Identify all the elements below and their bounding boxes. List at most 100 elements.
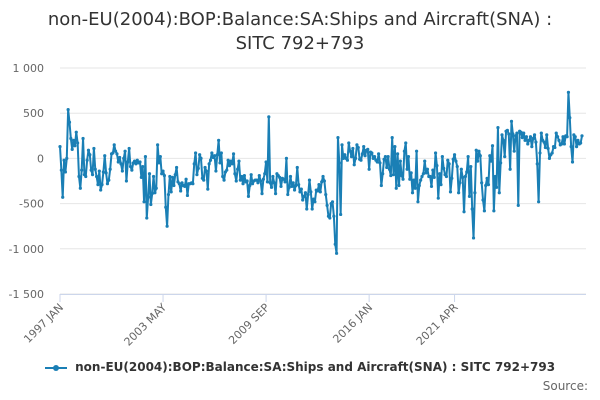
data-point[interactable]: [95, 174, 99, 179]
data-point[interactable]: [84, 174, 88, 179]
data-point[interactable]: [219, 151, 223, 155]
data-point[interactable]: [76, 141, 80, 145]
data-point[interactable]: [469, 164, 473, 169]
data-point[interactable]: [58, 145, 62, 149]
data-point[interactable]: [164, 205, 168, 209]
data-point[interactable]: [523, 138, 527, 142]
data-point[interactable]: [414, 149, 419, 153]
data-point[interactable]: [161, 169, 165, 173]
data-point[interactable]: [93, 167, 97, 171]
data-point[interactable]: [488, 154, 492, 158]
data-point[interactable]: [240, 174, 244, 179]
data-point[interactable]: [509, 119, 514, 123]
data-point[interactable]: [123, 149, 127, 153]
data-point[interactable]: [127, 146, 131, 151]
data-point[interactable]: [317, 183, 321, 187]
data-point[interactable]: [429, 184, 434, 189]
data-point[interactable]: [288, 174, 293, 179]
data-point[interactable]: [409, 171, 413, 175]
data-point[interactable]: [554, 131, 558, 135]
data-point[interactable]: [385, 165, 389, 170]
data-point[interactable]: [73, 144, 77, 148]
data-point[interactable]: [490, 144, 495, 148]
data-point[interactable]: [527, 138, 531, 142]
data-point[interactable]: [375, 160, 379, 164]
data-point[interactable]: [273, 192, 278, 196]
data-point[interactable]: [419, 178, 423, 182]
data-point[interactable]: [496, 126, 500, 130]
data-point[interactable]: [345, 158, 350, 162]
data-point[interactable]: [302, 194, 306, 198]
data-point[interactable]: [579, 141, 583, 145]
data-point[interactable]: [508, 167, 512, 171]
data-point[interactable]: [481, 198, 485, 202]
data-point[interactable]: [340, 143, 344, 147]
data-point[interactable]: [532, 133, 537, 137]
data-point[interactable]: [299, 187, 303, 191]
data-point[interactable]: [204, 169, 209, 173]
data-point[interactable]: [128, 164, 133, 169]
data-point[interactable]: [423, 159, 427, 163]
data-point[interactable]: [306, 192, 310, 197]
data-point[interactable]: [387, 167, 392, 171]
data-point[interactable]: [424, 171, 428, 175]
data-point[interactable]: [294, 183, 298, 188]
data-point[interactable]: [225, 168, 229, 172]
data-point[interactable]: [303, 191, 308, 195]
data-point[interactable]: [352, 163, 356, 167]
data-point[interactable]: [291, 181, 295, 185]
data-point[interactable]: [191, 182, 195, 186]
data-point[interactable]: [526, 142, 530, 146]
data-point[interactable]: [170, 175, 175, 179]
data-point[interactable]: [257, 173, 261, 178]
data-point[interactable]: [348, 149, 352, 153]
data-point[interactable]: [560, 142, 564, 146]
data-point[interactable]: [451, 157, 455, 161]
data-point[interactable]: [566, 90, 571, 95]
data-point[interactable]: [65, 156, 69, 160]
data-point[interactable]: [448, 190, 453, 194]
data-point[interactable]: [404, 141, 408, 145]
data-point[interactable]: [573, 135, 577, 139]
data-point[interactable]: [324, 192, 328, 197]
data-point[interactable]: [546, 146, 550, 151]
data-point[interactable]: [206, 187, 210, 191]
data-point[interactable]: [501, 138, 505, 142]
data-point[interactable]: [413, 186, 417, 190]
data-point[interactable]: [390, 136, 394, 140]
data-point[interactable]: [116, 160, 120, 164]
data-point[interactable]: [286, 192, 290, 197]
data-point[interactable]: [513, 134, 518, 138]
data-point[interactable]: [265, 180, 270, 184]
data-point[interactable]: [264, 160, 268, 164]
data-point[interactable]: [119, 162, 123, 166]
data-point[interactable]: [406, 154, 411, 159]
data-point[interactable]: [534, 140, 538, 144]
data-point[interactable]: [298, 190, 302, 194]
data-point[interactable]: [237, 159, 241, 163]
data-point[interactable]: [62, 158, 66, 162]
data-point[interactable]: [489, 159, 493, 163]
data-point[interactable]: [433, 151, 438, 155]
data-point[interactable]: [439, 183, 443, 187]
data-point[interactable]: [104, 171, 108, 175]
data-point[interactable]: [268, 181, 272, 185]
data-point[interactable]: [311, 197, 316, 201]
data-point[interactable]: [325, 203, 329, 208]
data-point[interactable]: [192, 162, 196, 166]
data-point[interactable]: [366, 147, 370, 151]
data-point[interactable]: [284, 156, 289, 160]
data-point[interactable]: [78, 186, 82, 190]
data-point[interactable]: [115, 152, 119, 156]
data-point[interactable]: [272, 181, 276, 185]
data-point[interactable]: [301, 198, 305, 202]
data-point[interactable]: [86, 148, 91, 152]
data-point[interactable]: [295, 165, 299, 170]
data-point[interactable]: [184, 177, 188, 181]
data-point[interactable]: [198, 153, 202, 157]
data-point[interactable]: [111, 151, 115, 155]
data-point[interactable]: [143, 154, 148, 159]
data-point[interactable]: [561, 135, 565, 139]
legend[interactable]: non-EU(2004):BOP:Balance:SA:Ships and Ai…: [0, 360, 600, 374]
data-point[interactable]: [416, 200, 420, 204]
